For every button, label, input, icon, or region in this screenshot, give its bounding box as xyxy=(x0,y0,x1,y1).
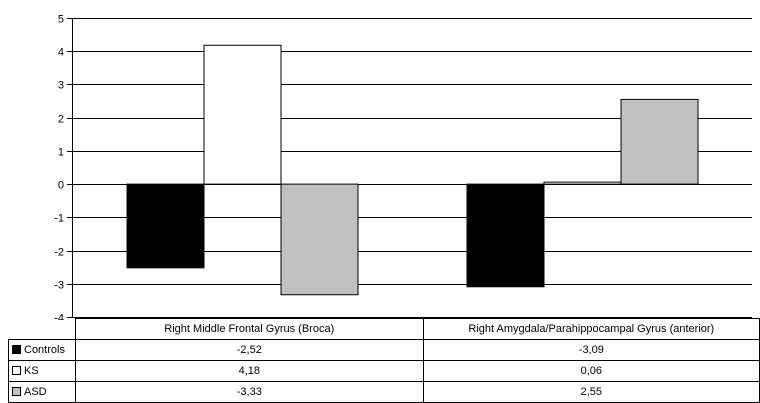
category-label: Right Middle Frontal Gyrus (Broca) xyxy=(74,318,424,340)
data-table-corner xyxy=(8,318,76,340)
data-value: 4,18 xyxy=(74,360,424,382)
data-table: Right Middle Frontal Gyrus (Broca) Right… xyxy=(8,318,760,403)
series-name: Controls xyxy=(24,344,65,356)
legend-entry: Controls xyxy=(8,339,76,361)
y-tick-label: 2 xyxy=(58,114,64,126)
y-tick-label: -3 xyxy=(54,280,64,292)
category-label: Right Amygdala/Parahippocampal Gyrus (an… xyxy=(422,318,760,340)
data-value: -3,09 xyxy=(422,339,760,361)
data-value: -2,52 xyxy=(74,339,424,361)
y-tick-label: 1 xyxy=(58,147,64,159)
series-name: ASD xyxy=(24,386,47,398)
data-table-row-ks: KS 4,18 0,06 xyxy=(8,360,760,382)
legend-swatch xyxy=(12,365,21,375)
legend-entry: ASD xyxy=(8,381,76,403)
y-tick-label: -4 xyxy=(54,313,64,321)
y-tick-label: -2 xyxy=(54,247,64,259)
bar-chart: 5 4 3 2 1 0 -1 -2 -3 -4 xyxy=(54,14,752,321)
bar-ks xyxy=(543,181,622,185)
legend-entry: KS xyxy=(8,360,76,382)
data-table-row-controls: Controls -2,52 -3,09 xyxy=(8,339,760,361)
y-tick-label: 5 xyxy=(58,14,64,26)
y-tick-label: 3 xyxy=(58,80,64,92)
y-tick-label: -1 xyxy=(54,213,64,225)
legend-swatch xyxy=(12,344,21,354)
data-value: 0,06 xyxy=(422,360,760,382)
bars xyxy=(126,44,699,296)
bar-asd xyxy=(280,183,359,296)
legend-swatch xyxy=(12,386,21,396)
y-tick-label: 4 xyxy=(58,47,64,59)
y-axis-ticks: 5 4 3 2 1 0 -1 -2 -3 -4 xyxy=(54,14,72,321)
series-name: KS xyxy=(24,365,39,377)
bar-controls xyxy=(126,183,205,269)
data-value: 2,55 xyxy=(422,381,760,403)
bar-controls xyxy=(466,183,545,288)
data-table-row-asd: ASD -3,33 2,55 xyxy=(8,381,760,403)
data-table-header: Right Middle Frontal Gyrus (Broca) Right… xyxy=(8,318,760,340)
bar-asd xyxy=(620,98,699,185)
bar-ks xyxy=(203,44,282,185)
y-tick-label: 0 xyxy=(58,180,64,192)
data-value: -3,33 xyxy=(74,381,424,403)
